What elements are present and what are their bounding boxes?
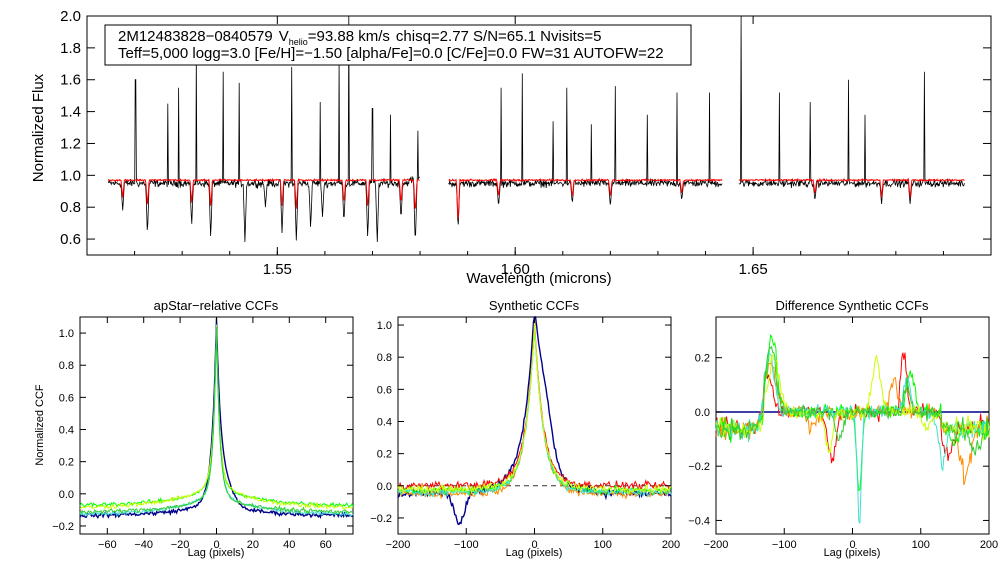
difference-ccf-series-group: [715, 334, 990, 524]
xtick-label: 1.60: [501, 261, 530, 278]
ytick-label: 0.8: [59, 360, 74, 372]
spectrum-xticks: 1.55 1.60 1.65: [86, 16, 992, 278]
ytick-label: 1.0: [59, 328, 74, 340]
spectrum-xlabel: Wavelength (microns): [466, 270, 611, 287]
apstar-ccf-title: apStar−relative CCFs: [154, 298, 279, 313]
ytick-label: 0.4: [377, 416, 392, 428]
ytick-label: 0.8: [60, 199, 81, 216]
xtick-label: 100: [912, 539, 930, 551]
xtick-label: 1.55: [263, 261, 292, 278]
legend-line-1: 2M12483828−0840579 Vhelio=93.88 km/s chisq…: [118, 28, 601, 47]
xtick-label: 0: [213, 539, 219, 551]
ytick-label: −0.2: [370, 513, 392, 525]
synthetic-ccf-panel: −200 −100 0 100 200 −0.2 0.0 0.2 0.4 0.6 0.8 1.0 S…: [370, 298, 680, 559]
apstar-ccf-xticks: −60 −40 −20 0 20 40 60: [98, 317, 332, 551]
apstar-ccf-xlabel: Lag (pixels): [188, 547, 245, 559]
xtick-label: −100: [772, 539, 797, 551]
xtick-label: 200: [662, 539, 680, 551]
synthetic-ccf-xlabel: Lag (pixels): [506, 547, 563, 559]
ytick-label: 1.0: [377, 320, 392, 332]
xtick-label: −200: [386, 539, 411, 551]
ccf-series-3: [715, 334, 990, 492]
ytick-label: −0.2: [688, 461, 710, 473]
ytick-label: 0.6: [60, 231, 81, 248]
spectrum-ylabel: Normalized Flux: [30, 73, 47, 182]
ytick-label: −0.4: [688, 515, 710, 527]
legend-vhelio-sub: helio: [289, 37, 308, 47]
legend-star-id: 2M12483828−0840579: [118, 28, 273, 45]
observed-spectrum-chip-2: [448, 73, 723, 225]
ytick-label: 0.0: [377, 481, 392, 493]
ytick-label: 1.2: [60, 135, 81, 152]
spectrum-panel: 1.55 1.60 1.65 0.6 0.8 1.0 1.2 1.4 1.6 1.8 2.0 Wa…: [30, 8, 992, 287]
xtick-label: 20: [247, 539, 259, 551]
ytick-label: 2.0: [60, 8, 81, 25]
xtick-label: 1.65: [739, 261, 768, 278]
synthetic-ccf-yticks: −0.2 0.0 0.2 0.4 0.6 0.8 1.0: [370, 320, 671, 525]
ytick-label: 0.2: [377, 449, 392, 461]
ytick-label: 0.6: [59, 392, 74, 404]
xtick-label: −20: [171, 539, 190, 551]
spectrum-legend: 2M12483828−0840579 Vhelio=93.88 km/s chisq…: [104, 24, 692, 66]
ytick-label: 0.2: [59, 457, 74, 469]
spectrum-axes-frame: [86, 15, 992, 256]
difference-ccf-panel: −200 −100 0 100 200 −0.4 −0.2 0.0 0.2 Differenc…: [688, 298, 998, 559]
ytick-label: 0.0: [59, 489, 74, 501]
ytick-label: 1.0: [60, 167, 81, 184]
ytick-label: −0.2: [52, 521, 74, 533]
ytick-label: 0.0: [695, 407, 710, 419]
xtick-label: 40: [283, 539, 295, 551]
xtick-label: 0: [531, 539, 537, 551]
model-spectrum-chip-1: [107, 177, 420, 209]
xtick-label: 200: [980, 539, 998, 551]
xtick-label: −40: [134, 539, 153, 551]
ytick-label: 0.8: [377, 352, 392, 364]
apstar-ccf-ylabel: Normalized CCF: [34, 384, 46, 466]
difference-ccf-yticks: −0.4 −0.2 0.0 0.2: [688, 353, 989, 527]
ytick-label: 0.6: [377, 384, 392, 396]
spectrum-legend-box: [104, 24, 692, 66]
difference-ccf-title: Difference Synthetic CCFs: [776, 298, 929, 313]
xtick-label: 0: [849, 539, 855, 551]
difference-ccf-xticks: −200 −100 0 100 200: [704, 317, 998, 551]
ytick-label: 1.8: [60, 40, 81, 57]
xtick-label: 100: [594, 539, 612, 551]
ytick-label: 1.4: [60, 104, 81, 121]
ccf-series-5: [79, 326, 353, 516]
model-spectrum-chip-2: [448, 177, 723, 219]
legend-vhelio-value: =93.88 km/s: [308, 28, 390, 45]
ytick-label: 0.2: [695, 353, 710, 365]
observed-spectrum-chip-3: [738, 15, 965, 205]
synthetic-ccf-xticks: −200 −100 0 100 200: [386, 317, 680, 551]
observed-spectrum-chip-1: [108, 15, 420, 243]
xtick-label: −60: [98, 539, 117, 551]
apstar-ccf-panel: −60 −40 −20 0 20 40 60 −0.20.00.20.40.60.81.0 …: [34, 298, 354, 559]
ytick-label: 1.6: [60, 72, 81, 89]
ytick-label: 0.4: [59, 425, 74, 437]
ccf-series-3: [79, 325, 354, 510]
spectrum-yticks: 0.6 0.8 1.0 1.2 1.4 1.6 1.8 2.0: [60, 8, 991, 248]
xtick-label: 60: [320, 539, 332, 551]
xtick-label: −100: [454, 539, 479, 551]
synthetic-ccf-series-group: [397, 316, 672, 526]
legend-vhelio-v: V: [279, 28, 289, 45]
synthetic-ccf-title: Synthetic CCFs: [489, 298, 580, 313]
legend-stats: chisq=2.77 S/N=65.1 Nvisits=5: [396, 28, 602, 45]
model-spectrum-chip-3: [738, 177, 965, 198]
legend-line-2: Teff=5,000 logg=3.0 [Fe/H]=−1.50 [alpha/…: [118, 45, 664, 62]
spectrum-series-group: [107, 15, 965, 243]
apstar-ccf-yticks: −0.2 0.0 0.2 0.4 0.6 0.8 1.0: [52, 328, 353, 533]
difference-ccf-xlabel: Lag (pixels): [824, 547, 881, 559]
xtick-label: −200: [704, 539, 729, 551]
ccf-series-6: [715, 345, 990, 456]
